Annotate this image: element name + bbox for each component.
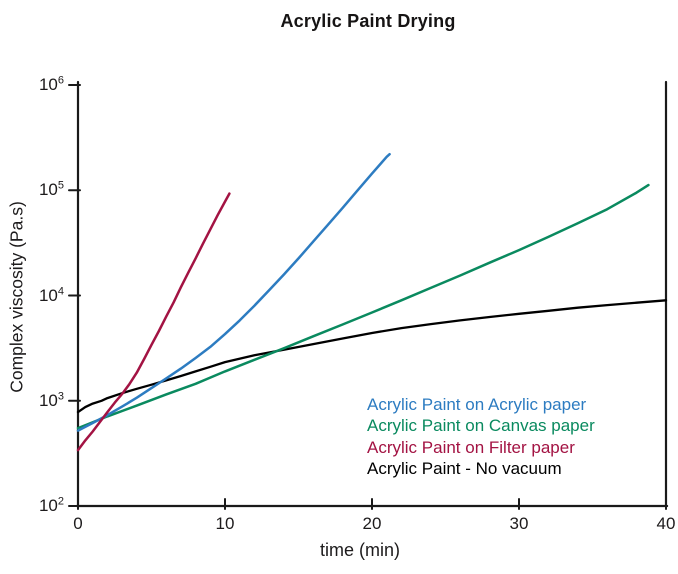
y-tick-label-1e2: 102	[38, 495, 64, 515]
x-tick-label-0: 0	[73, 514, 83, 533]
legend-item-filter-paper: Acrylic Paint on Filter paper	[367, 437, 575, 457]
x-tick-label-40: 40	[656, 514, 676, 533]
series-line-2	[76, 192, 231, 452]
legend-item-acrylic-paper: Acrylic Paint on Acrylic paper	[367, 395, 587, 414]
x-axis-title: time (min)	[320, 540, 400, 560]
series-line-0	[76, 152, 391, 432]
x-axis-ticks	[77, 498, 667, 510]
y-tick-label-1e4: 104	[38, 285, 64, 305]
y-tick-label-1e6: 106	[38, 74, 64, 94]
y-tick-label-1e3: 103	[38, 390, 64, 410]
series-line-1	[76, 183, 650, 430]
x-tick-label-30: 30	[509, 514, 529, 533]
y-axis-title: Complex viscosity (Pa.s)	[6, 201, 27, 393]
chart-title: Acrylic Paint Drying	[280, 11, 456, 31]
legend: Acrylic Paint on Acrylic paper Acrylic P…	[367, 394, 595, 479]
y-axis-ticks	[68, 84, 81, 507]
x-tick-label-10: 10	[215, 514, 235, 533]
legend-item-canvas-paper: Acrylic Paint on Canvas paper	[367, 416, 595, 436]
series-line-3	[76, 299, 668, 414]
legend-item-no-vacuum: Acrylic Paint - No vacuum	[367, 458, 562, 478]
y-tick-label-1e5: 105	[38, 179, 64, 199]
x-tick-label-20: 20	[362, 514, 382, 533]
